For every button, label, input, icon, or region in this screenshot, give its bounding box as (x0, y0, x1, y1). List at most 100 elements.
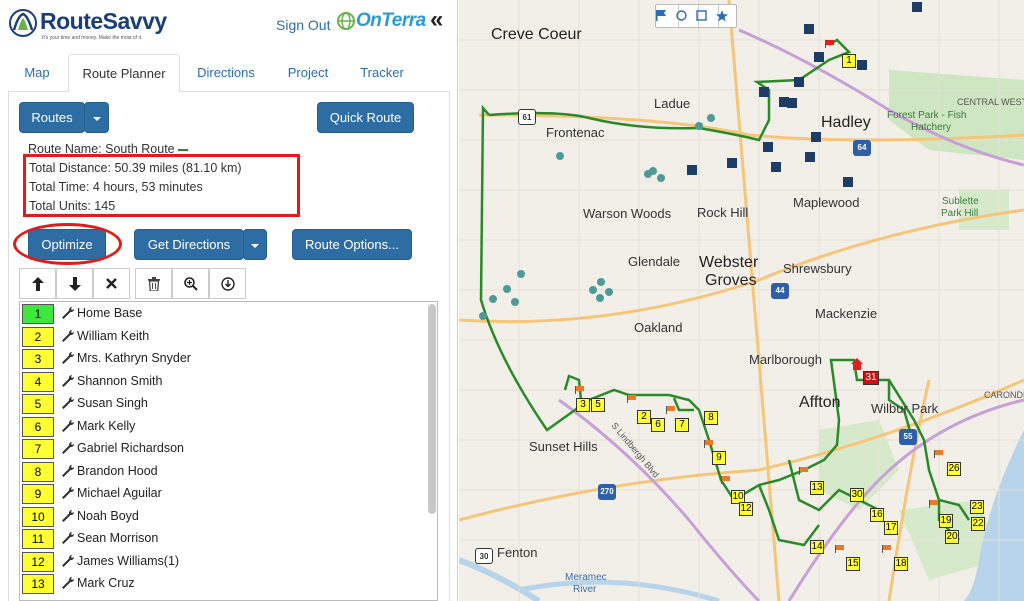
route-stop-marker[interactable]: 15 (846, 557, 860, 571)
stop-marker-square[interactable] (857, 60, 867, 70)
star-tool[interactable] (716, 5, 739, 27)
wrench-icon[interactable] (61, 419, 75, 433)
route-stop-marker[interactable]: 20 (945, 530, 959, 544)
stop-marker-square[interactable] (687, 165, 697, 175)
flag-tool[interactable] (656, 5, 679, 27)
stop-marker-dot[interactable] (649, 167, 657, 175)
stop-marker-square[interactable] (759, 87, 769, 97)
routes-dropdown-button[interactable] (84, 102, 109, 133)
stop-marker-dot[interactable] (489, 295, 497, 303)
stop-marker-dot[interactable] (596, 294, 604, 302)
list-item[interactable]: 10 Noah Boyd (20, 506, 425, 529)
wrench-icon[interactable] (61, 576, 75, 590)
wrench-icon[interactable] (61, 486, 75, 500)
move-up-button[interactable] (19, 268, 56, 299)
stop-marker-dot[interactable] (556, 152, 564, 160)
route-stop-marker[interactable]: 14 (810, 540, 824, 554)
zoom-to-stop-button[interactable] (172, 268, 209, 299)
circle-tool[interactable] (676, 5, 699, 27)
list-item[interactable]: 8 Brandon Hood (20, 461, 425, 484)
list-item[interactable]: 6 Mark Kelly (20, 416, 425, 439)
stop-marker-dot[interactable] (707, 114, 715, 122)
route-stop-marker[interactable]: 7 (675, 418, 689, 432)
route-stop-marker[interactable]: 26 (947, 462, 961, 476)
stop-marker-dot[interactable] (589, 286, 597, 294)
list-item[interactable]: 1 Home Base (20, 303, 425, 326)
tab-tracker[interactable]: Tracker (360, 65, 404, 80)
move-down-button[interactable] (56, 268, 93, 299)
stop-marker-dot[interactable] (511, 298, 519, 306)
route-stop-marker[interactable]: 5 (591, 398, 605, 412)
wrench-icon[interactable] (61, 306, 75, 320)
route-stop-marker[interactable]: 9 (712, 451, 726, 465)
tab-map[interactable]: Map (24, 65, 50, 80)
wrench-icon[interactable] (61, 464, 75, 478)
route-stop-marker[interactable]: 3 (576, 398, 590, 412)
stop-marker-square[interactable] (771, 162, 781, 172)
stop-marker-dot[interactable] (605, 288, 613, 296)
get-directions-button[interactable]: Get Directions (134, 229, 244, 260)
list-item[interactable]: 12 James Williams(1) (20, 551, 425, 574)
list-item[interactable]: 2 William Keith (20, 326, 425, 349)
stop-marker-square[interactable] (727, 158, 737, 168)
route-stop-marker[interactable]: 2 (637, 410, 651, 424)
routesavvy-logo[interactable]: RouteSavvy It's your time and money. Mak… (8, 6, 167, 44)
stop-marker-square[interactable] (794, 77, 804, 87)
stop-marker-dot[interactable] (644, 170, 652, 178)
route-stop-marker[interactable]: 18 (894, 557, 908, 571)
route-stop-marker[interactable]: 17 (884, 521, 898, 535)
route-stop-marker[interactable]: 8 (704, 411, 718, 425)
list-item[interactable]: 9 Michael Aguilar (20, 483, 425, 506)
stop-marker-dot[interactable] (479, 312, 487, 320)
wrench-icon[interactable] (61, 531, 75, 545)
stop-marker-dot[interactable] (597, 278, 605, 286)
wrench-icon[interactable] (61, 351, 75, 365)
stop-marker-square[interactable] (811, 132, 821, 142)
stop-marker-square[interactable] (779, 97, 789, 107)
remove-stop-button[interactable] (93, 268, 130, 299)
route-stop-marker[interactable]: 12 (739, 502, 753, 516)
stop-marker-dot[interactable] (657, 174, 665, 182)
stop-marker-dot[interactable] (517, 270, 525, 278)
wrench-icon[interactable] (61, 554, 75, 568)
stop-list-scrollbar[interactable] (428, 304, 436, 514)
route-stop-marker[interactable]: 10 (731, 490, 745, 504)
download-button[interactable] (209, 268, 246, 299)
list-item[interactable]: 7 Gabriel Richardson (20, 438, 425, 461)
route-stop-marker[interactable]: 6 (651, 418, 665, 432)
stop-marker-dot[interactable] (503, 285, 511, 293)
tab-project[interactable]: Project (287, 65, 329, 80)
list-item[interactable]: 13 Mark Cruz (20, 573, 425, 596)
routes-button[interactable]: Routes (19, 102, 85, 133)
route-stop-marker[interactable]: 13 (810, 481, 824, 495)
wrench-icon[interactable] (61, 509, 75, 523)
sign-out-link[interactable]: Sign Out (276, 17, 331, 33)
get-directions-dropdown-button[interactable] (243, 229, 267, 260)
stop-marker-square[interactable] (912, 2, 922, 12)
wrench-icon[interactable] (61, 374, 75, 388)
route-options-button[interactable]: Route Options... (292, 229, 412, 260)
map-view[interactable]: Creve Coeur Ladue Frontenac Hadley Fores… (459, 0, 1024, 601)
route-stop-marker[interactable]: 22 (971, 517, 985, 531)
stop-marker-square[interactable] (787, 98, 797, 108)
stop-marker-square[interactable] (804, 24, 814, 34)
wrench-icon[interactable] (61, 441, 75, 455)
collapse-panel-icon[interactable]: « (430, 6, 444, 33)
delete-button[interactable] (135, 268, 172, 299)
wrench-icon[interactable] (61, 396, 75, 410)
wrench-icon[interactable] (61, 329, 75, 343)
route-stop-marker[interactable]: 1 (842, 54, 856, 68)
quick-route-button[interactable]: Quick Route (317, 102, 414, 133)
stop-marker-dot[interactable] (695, 122, 703, 130)
tab-directions[interactable]: Directions (197, 65, 255, 80)
list-item[interactable]: 11 Sean Morrison (20, 528, 425, 551)
route-stop-marker[interactable]: 19 (939, 514, 953, 528)
stop-marker-square[interactable] (843, 177, 853, 187)
home-base-marker[interactable]: 31 (863, 371, 879, 385)
route-stop-marker[interactable]: 23 (970, 500, 984, 514)
list-item[interactable]: 4 Shannon Smith (20, 371, 425, 394)
stop-marker-square[interactable] (763, 142, 773, 152)
route-stop-marker[interactable]: 30 (850, 488, 864, 502)
stop-list[interactable]: 1 Home Base 2 William Keith 3 Mrs. Kathryn … (19, 301, 438, 601)
stop-marker-square[interactable] (814, 52, 824, 62)
